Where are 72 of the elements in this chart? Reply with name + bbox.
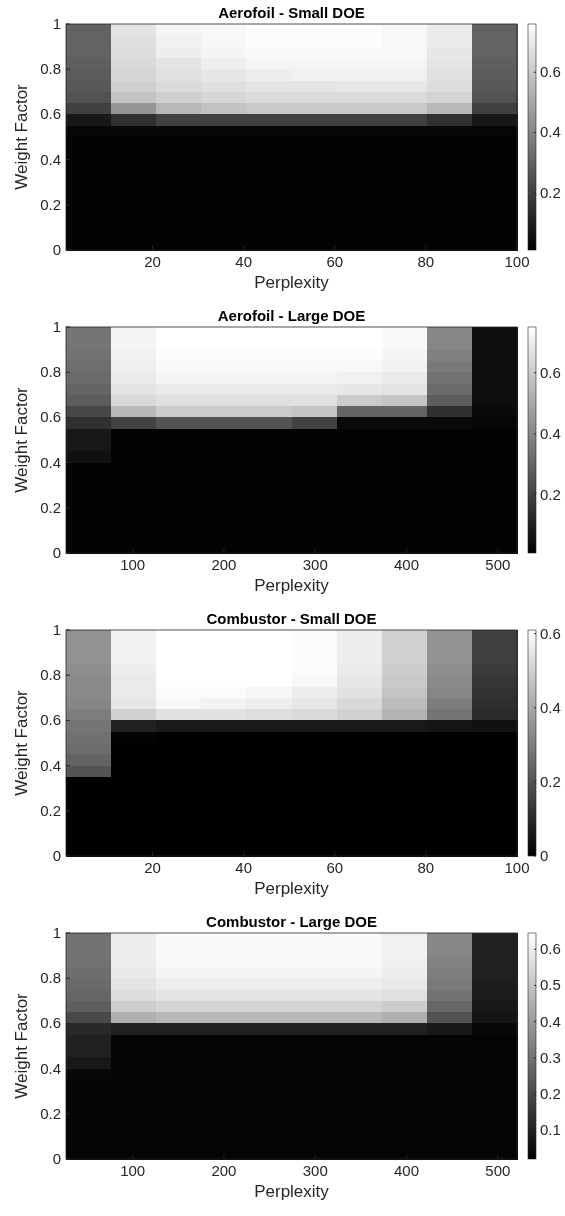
color-bar-label: 0.3 (540, 1048, 561, 1066)
color-bar-label: 0.6 (540, 63, 561, 81)
x-tick-label: 40 (235, 253, 253, 270)
y-tick-label: 0.6 (40, 711, 61, 729)
x-tick-label: 40 (235, 859, 253, 876)
y-tick-label: 0.8 (40, 363, 61, 381)
x-tick-label: 400 (394, 1162, 420, 1179)
x-tick-label: 100 (120, 1162, 146, 1179)
y-tick-label: 1 (52, 621, 61, 638)
x-tick-label: 400 (394, 556, 420, 573)
y-tick-label: 0.2 (40, 498, 61, 516)
y-tick-label: 0.4 (40, 453, 61, 471)
color-bar-label: 0.1 (540, 1121, 561, 1139)
color-bar-label: 0.2 (540, 183, 561, 201)
x-axis-title: Perplexity (254, 1182, 330, 1201)
chart-title: Combustor - Large DOE (206, 913, 377, 930)
x-tick-label: 60 (326, 253, 344, 270)
chart-title: Combustor - Small DOE (206, 610, 377, 627)
x-axis-title: Perplexity (254, 576, 330, 595)
y-tick-label: 0 (52, 241, 61, 258)
color-bar-label: 0.4 (540, 1012, 561, 1030)
y-axis-title: Weight Factor (12, 386, 31, 493)
chart-title: Aerofoil - Small DOE (218, 4, 365, 21)
x-axis-title: Perplexity (254, 273, 330, 292)
x-tick-label: 200 (211, 556, 237, 573)
color-bar-label: 0.4 (540, 698, 561, 716)
color-bar-label: 0.2 (540, 1084, 561, 1102)
y-tick-label: 0.6 (40, 408, 61, 426)
y-axis-title: Weight Factor (12, 992, 31, 1099)
y-axis-title: Weight Factor (12, 83, 31, 190)
y-tick-label: 0.6 (40, 105, 61, 123)
y-axis-title: Weight Factor (12, 689, 31, 796)
x-tick-label: 100 (120, 556, 146, 573)
chart-title: Aerofoil - Large DOE (217, 307, 366, 324)
x-tick-label: 80 (417, 859, 435, 876)
x-tick-label: 20 (144, 859, 161, 876)
y-tick-label: 0.2 (40, 1104, 61, 1122)
x-tick-label: 60 (326, 859, 344, 876)
y-tick-label: 1 (52, 15, 61, 32)
y-tick-label: 1 (52, 318, 61, 335)
y-tick-label: 0 (52, 544, 61, 561)
y-tick-label: 1 (52, 924, 61, 941)
y-tick-label: 0.2 (40, 801, 61, 819)
x-axis-title: Perplexity (254, 879, 330, 898)
y-tick-label: 0.4 (40, 756, 61, 774)
color-bar-label: 0.6 (540, 363, 561, 381)
x-tick-label: 100 (504, 253, 530, 270)
x-tick-label: 300 (302, 1162, 328, 1179)
y-tick-label: 0.4 (40, 1059, 61, 1077)
y-tick-label: 0 (52, 1150, 61, 1167)
y-tick-label: 0.4 (40, 150, 61, 168)
color-bar-label: 0 (540, 847, 549, 864)
x-tick-label: 300 (302, 556, 328, 573)
x-tick-label: 200 (211, 1162, 237, 1179)
x-tick-label: 500 (485, 1162, 511, 1179)
x-tick-label: 80 (417, 253, 435, 270)
x-tick-label: 500 (485, 556, 511, 573)
x-tick-label: 20 (144, 253, 161, 270)
color-bar-label: 0.2 (540, 772, 561, 790)
color-bar-label: 0.6 (540, 940, 561, 958)
color-bar-label: 0.6 (540, 624, 561, 642)
y-tick-label: 0.2 (40, 195, 61, 213)
y-tick-label: 0.8 (40, 60, 61, 78)
y-tick-label: 0.8 (40, 969, 61, 987)
color-bar-label: 0.5 (540, 976, 561, 994)
y-tick-label: 0 (52, 847, 61, 864)
y-tick-label: 0.6 (40, 1014, 61, 1032)
color-bar-label: 0.4 (540, 123, 561, 141)
y-tick-label: 0.8 (40, 666, 61, 684)
x-tick-label: 100 (504, 859, 530, 876)
color-bar-label: 0.4 (540, 424, 561, 442)
color-bar-label: 0.2 (540, 485, 561, 503)
